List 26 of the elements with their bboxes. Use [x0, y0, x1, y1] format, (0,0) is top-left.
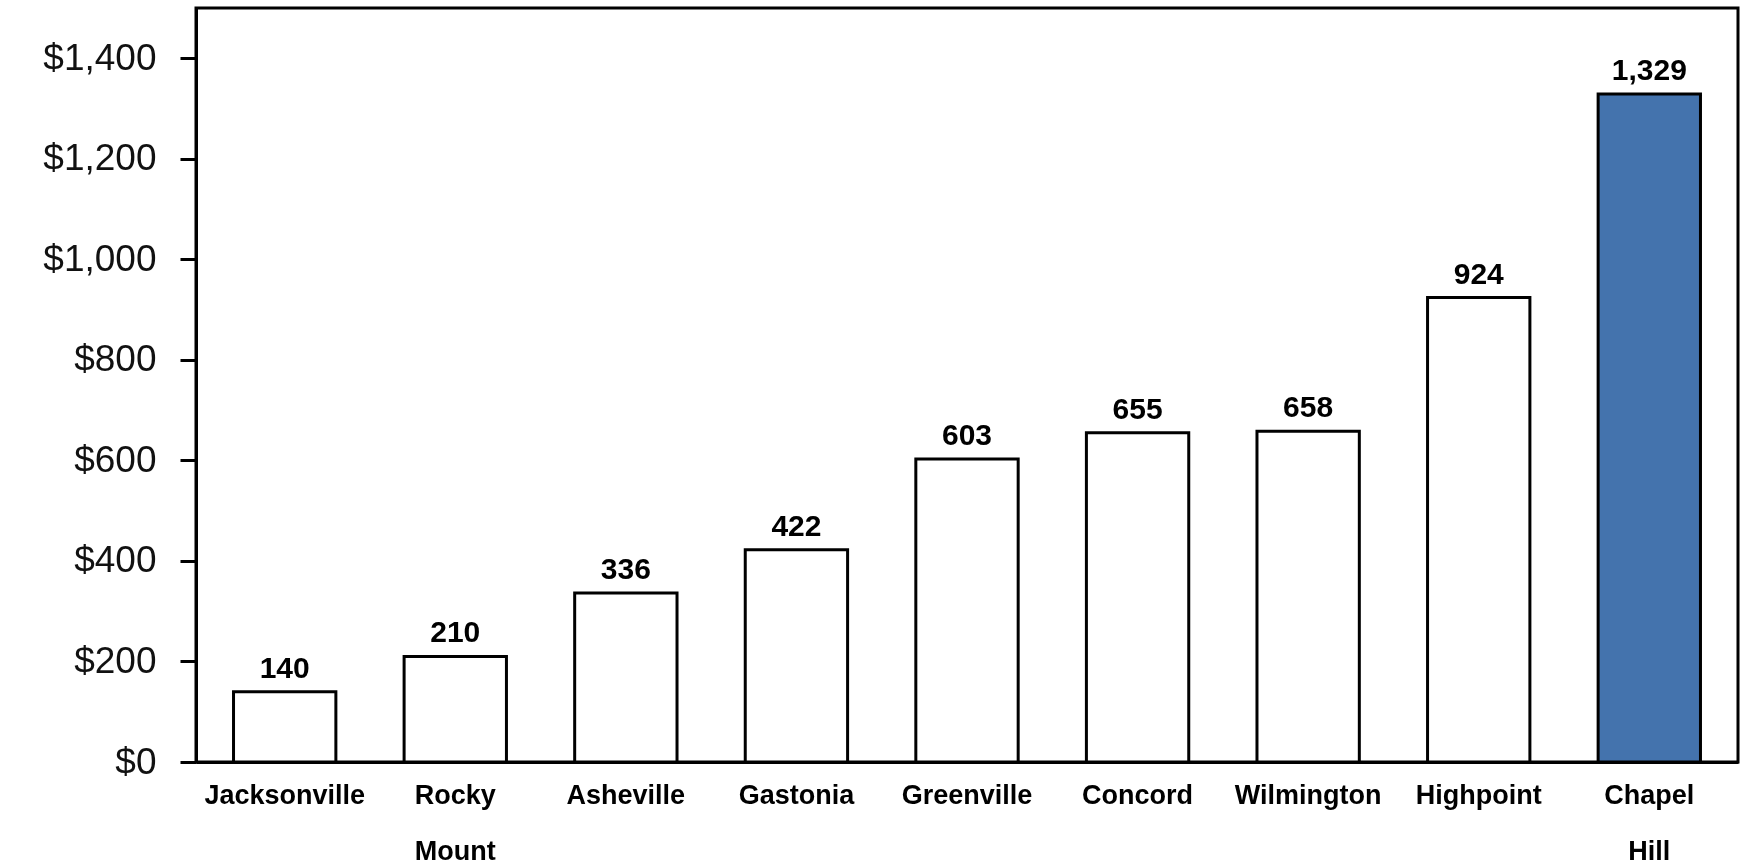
- y-tick-label: $400: [74, 539, 157, 581]
- x-tick-label: Gastonia: [738, 779, 856, 810]
- y-tick-label: $1,200: [43, 137, 157, 179]
- data-label: 210: [430, 615, 481, 649]
- x-tick-label: Wilmington: [1234, 779, 1382, 810]
- x-tick-label: Rocky Mount: [414, 779, 496, 861]
- y-tick-label: $0: [115, 740, 157, 782]
- y-tick-label: $1,000: [43, 237, 157, 279]
- data-label: 140: [259, 650, 310, 684]
- y-tick-label: $200: [74, 639, 157, 681]
- x-tick-label: Asheville: [566, 779, 686, 810]
- x-tick-label: Chapel Hill: [1604, 779, 1695, 861]
- x-tick-label: Highpoint: [1415, 779, 1542, 810]
- x-tick-label: Greenville: [901, 779, 1033, 810]
- data-label: 658: [1283, 390, 1334, 424]
- data-label: 422: [771, 508, 822, 542]
- y-tick-label: $600: [74, 438, 157, 480]
- data-label: 336: [600, 552, 651, 586]
- data-label: 1,329: [1611, 52, 1687, 86]
- y-tick-label: $800: [74, 338, 157, 380]
- data-label: 655: [1112, 391, 1163, 425]
- x-tick-label: Jacksonville: [204, 779, 365, 810]
- y-tick-label: $1,400: [43, 36, 157, 78]
- x-tick-label: Concord: [1082, 779, 1194, 810]
- data-label: 924: [1453, 256, 1505, 290]
- data-label: 603: [941, 417, 993, 451]
